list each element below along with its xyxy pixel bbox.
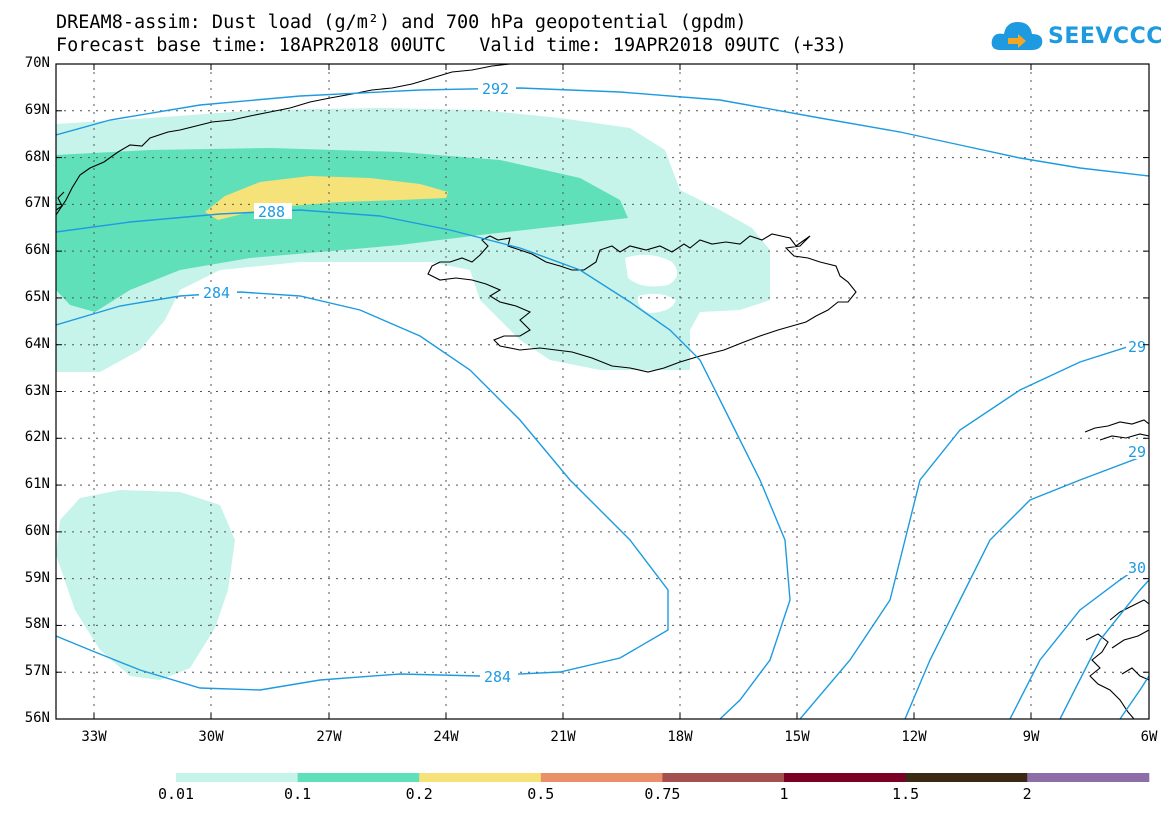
lon-tick-label: 24W [433,729,459,745]
colorbar-label: 0.5 [527,785,555,803]
lon-tick-label: 9W [1022,729,1040,745]
lat-tick-label: 70N [24,55,50,71]
colorbar-label: 0.2 [405,785,433,803]
lat-tick-label: 69N [24,101,50,118]
contour-label-group: 292 288 284 284 29 29 30 [199,80,1149,686]
lon-tick-label: 12W [901,729,927,745]
map-subtitle: Forecast base time: 18APR2018 00UTC Vali… [56,35,847,56]
colorbar-label: 0.75 [644,785,681,803]
lon-tick-label: 18W [667,729,693,745]
lon-tick-label: 15W [784,729,810,745]
colorbar-segment [540,773,663,782]
colorbar-label: 0.1 [284,785,312,803]
lat-tick-label: 65N [24,288,50,305]
map-title: DREAM8-assim: Dust load (g/m²) and 700 h… [56,12,747,33]
lon-tick-label: 6W [1140,729,1158,745]
lat-tick-label: 61N [24,476,50,493]
contour-label: 30 [1128,559,1146,577]
contour-label: 29 [1128,338,1146,356]
colorbar-segment [176,773,299,782]
logo-text: SEEVCCC [1048,24,1163,49]
contour-label: 29 [1128,443,1146,461]
lon-tick-label: 21W [550,729,576,745]
lat-tick-label: 59N [24,569,50,586]
colorbar-label: 2 [1022,785,1032,803]
contour-label: 284 [203,284,230,302]
lat-tick-label: 58N [24,616,50,633]
lon-tick-label: 27W [316,729,342,745]
lat-tick-label: 60N [24,522,50,539]
lat-tick-label: 56N [24,710,50,726]
lat-tick-label: 63N [24,382,50,399]
lat-tick-label: 66N [24,242,50,259]
lat-tick-label: 64N [24,335,50,352]
dust-area-light-south [56,490,235,680]
dust-gap [637,293,676,313]
cloud-icon [991,22,1043,50]
coastline [56,64,1149,719]
colorbar-segment [784,773,907,782]
lat-tick-label: 57N [24,663,50,680]
contour-label: 292 [482,80,509,98]
colorbar [176,773,1150,782]
geopotential-contours [56,87,1149,719]
axis-ticks [56,63,1150,720]
dust-area-medium [56,148,628,312]
colorbar-segment [419,773,542,782]
lat-tick-label: 62N [24,429,50,446]
lon-tick-label: 33W [81,729,107,745]
colorbar-label: 0.01 [157,785,195,803]
colorbar-segment [297,773,420,782]
contour-label: 288 [258,203,285,221]
grid-lines [56,64,1149,719]
contour-label: 284 [484,668,511,686]
dust-gap [625,254,678,287]
colorbar-label: 1.5 [892,785,920,803]
lat-tick-label: 67N [24,195,50,212]
colorbar-segment [1027,773,1150,782]
colorbar-segment [905,773,1028,782]
colorbar-segment [662,773,785,782]
seevccc-logo: SEEVCCC [990,16,1162,60]
colorbar-label: 1 [779,785,789,803]
lon-tick-label: 30W [198,729,224,745]
lat-tick-label: 68N [24,148,50,165]
